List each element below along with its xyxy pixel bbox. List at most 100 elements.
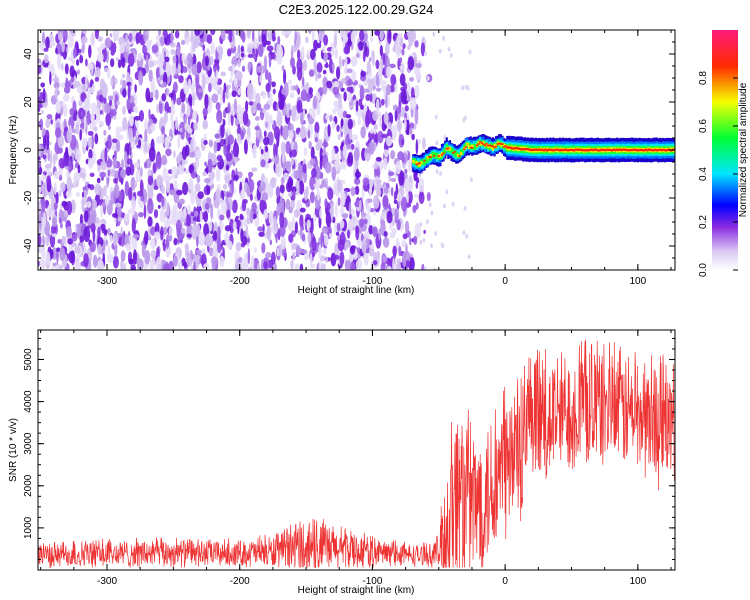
heatmap-cell <box>290 259 294 270</box>
heatmap-cell <box>87 62 94 70</box>
heatmap-cell <box>153 185 159 190</box>
heatmap-cell <box>228 30 233 43</box>
heatmap-cell <box>63 85 71 94</box>
heatmap-cell <box>283 172 289 181</box>
heatmap-cell <box>265 121 269 128</box>
trace-cell <box>455 150 458 157</box>
heatmap-cell <box>147 216 153 227</box>
heatmap-cell <box>308 30 312 34</box>
trace-cell <box>630 148 633 152</box>
heatmap-cell <box>137 52 142 62</box>
heatmap-cell <box>362 49 366 63</box>
heatmap-cell <box>283 69 287 85</box>
heatmap-cell <box>299 214 304 228</box>
heatmap-cell <box>288 130 294 140</box>
trace-cell <box>495 145 498 148</box>
heatmap-cell <box>325 256 328 264</box>
heatmap-cell <box>392 258 395 270</box>
heatmap-cell <box>107 169 111 177</box>
heatmap-cell <box>118 236 122 246</box>
heatmap-cell <box>191 63 198 76</box>
heatmap-cell <box>56 247 61 253</box>
trace-cell <box>460 148 463 156</box>
heatmap-cell <box>58 190 62 197</box>
heatmap-cell <box>215 167 221 182</box>
heatmap-cell <box>350 186 356 197</box>
trace-cell <box>577 148 581 151</box>
heatmap-cell <box>368 224 374 235</box>
heatmap-cell <box>216 154 223 162</box>
trace-cell <box>555 148 558 151</box>
heatmap-cell <box>133 161 140 169</box>
trace-cell <box>512 147 515 150</box>
heatmap-cell <box>125 33 129 47</box>
heatmap-cell <box>172 255 179 267</box>
trace-cell <box>482 141 485 145</box>
trace-cell <box>447 147 450 150</box>
heatmap-cell <box>136 190 144 197</box>
heatmap-cell <box>214 133 220 139</box>
heatmap-cell <box>404 220 410 234</box>
heatmap-cell <box>191 93 195 106</box>
heatmap-cell <box>87 137 93 148</box>
heatmap-cell <box>165 63 172 77</box>
heatmap-cell <box>38 65 42 75</box>
heatmap-cell <box>52 152 56 168</box>
heatmap-cell <box>330 42 335 49</box>
heatmap-cell <box>308 69 315 77</box>
heatmap-cell <box>363 218 368 225</box>
heatmap-cell <box>276 111 283 127</box>
heatmap-cell <box>329 114 333 122</box>
heatmap-cell <box>206 185 211 195</box>
heatmap-cell <box>322 45 326 54</box>
heatmap-cell <box>38 121 41 126</box>
heatmap-cell <box>255 116 260 121</box>
colorbar: 0.0 0.2 0.4 0.6 0.8 Normalized spectral ampl… <box>698 30 749 277</box>
heatmap-cell <box>451 201 455 207</box>
heatmap-cell <box>92 254 98 268</box>
heatmap-cell <box>196 61 202 74</box>
heatmap-cell <box>100 223 106 231</box>
trace-cell <box>426 155 429 160</box>
heatmap-cell <box>465 233 469 239</box>
heatmap-cell <box>309 191 315 204</box>
heatmap-cell <box>181 52 186 63</box>
heatmap-cell <box>263 261 268 269</box>
colorbar-tick-label: 0.0 <box>698 263 709 277</box>
chart-title: C2E3.2025.122.00.29.G24 <box>279 2 434 17</box>
trace-cell <box>418 162 421 165</box>
heatmap-cell <box>105 113 112 127</box>
heatmap-cell <box>382 254 388 263</box>
trace-cell <box>617 148 620 151</box>
heatmap-cell <box>210 203 214 220</box>
heatmap-cell <box>71 233 78 242</box>
heatmap-cell <box>166 201 170 217</box>
heatmap-cell <box>203 263 210 269</box>
heatmap-cell <box>428 202 432 208</box>
heatmap-cell <box>245 100 249 113</box>
heatmap-cell <box>307 129 311 139</box>
heatmap-cell <box>211 256 218 267</box>
heatmap-cell <box>205 55 209 67</box>
heatmap-cell <box>375 156 382 162</box>
trace-cell <box>616 148 619 151</box>
heatmap-cell <box>292 190 296 197</box>
heatmap-cell <box>54 86 58 100</box>
heatmap-cell <box>131 217 136 234</box>
heatmap-cell <box>106 254 114 264</box>
heatmap-cell <box>55 47 58 54</box>
heatmap-cell <box>360 70 367 78</box>
heatmap-cell <box>416 67 421 75</box>
heatmap-cell <box>163 110 168 124</box>
heatmap-cell <box>415 62 422 68</box>
heatmap-cell <box>177 134 181 149</box>
heatmap-cell <box>194 30 201 37</box>
heatmap-cell <box>83 210 89 223</box>
heatmap-cell <box>38 167 43 175</box>
heatmap-cell <box>301 233 306 242</box>
y-tick-label: 0 <box>23 147 34 153</box>
trace-cell <box>429 154 432 158</box>
heatmap-cell <box>249 141 253 147</box>
heatmap-cell <box>347 152 354 165</box>
